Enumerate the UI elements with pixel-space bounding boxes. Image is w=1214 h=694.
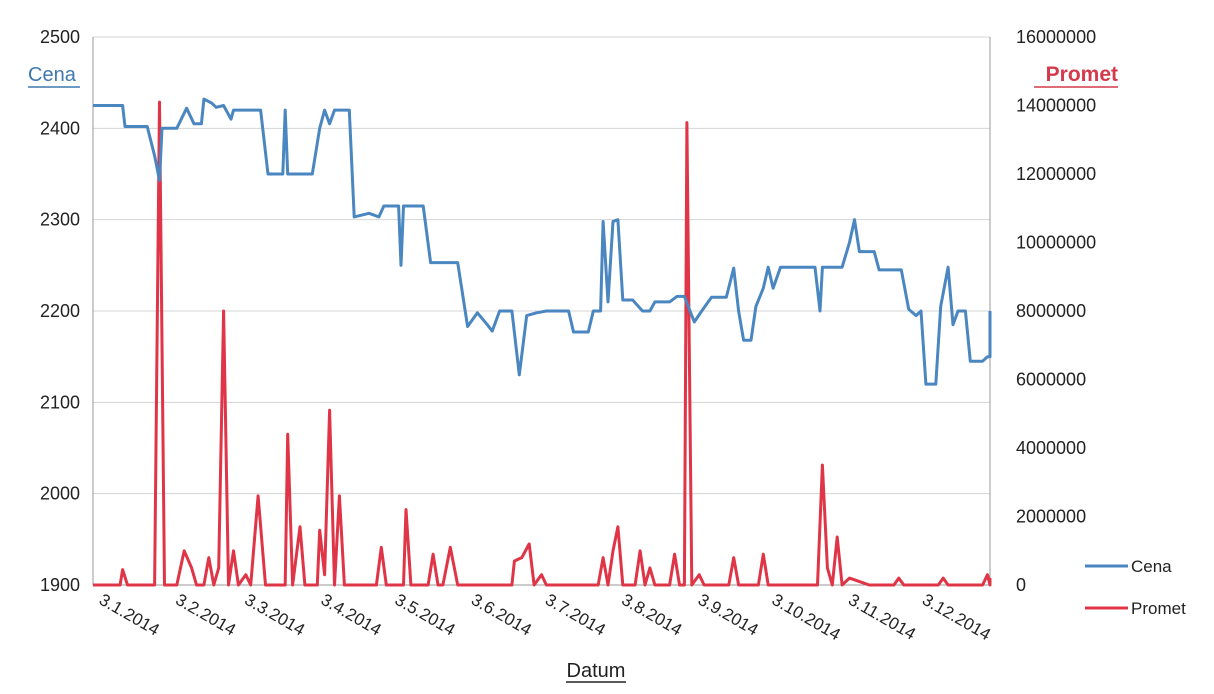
x-axis-title: Datum — [567, 660, 626, 682]
legend-label-cena: Cena — [1131, 557, 1172, 576]
left-tick-label: 2200 — [40, 301, 80, 321]
right-tick-label: 0 — [1016, 575, 1026, 595]
left-tick-label: 2300 — [40, 210, 80, 230]
left-tick-label: 2100 — [40, 392, 80, 412]
left-axis-title: Cena — [28, 64, 77, 86]
left-axis-ticks: 1900 2000 2100 2200 2300 2400 2500 — [40, 27, 80, 595]
series-layer — [93, 97, 992, 587]
right-tick-label: 10000000 — [1016, 233, 1096, 253]
legend-label-promet: Promet — [1131, 599, 1186, 618]
left-tick-label: 2400 — [40, 118, 80, 138]
series-line-cena — [93, 97, 992, 386]
right-axis-title: Promet — [1046, 63, 1118, 86]
gridlines — [93, 36, 990, 586]
right-tick-label: 4000000 — [1016, 438, 1086, 458]
right-axis-ticks: 0 2000000 4000000 6000000 8000000 10000000 120… — [1016, 27, 1096, 595]
left-tick-label: 2000 — [40, 484, 80, 504]
right-tick-label: 16000000 — [1016, 27, 1096, 47]
right-tick-label: 12000000 — [1016, 164, 1096, 184]
legend: Cena Promet — [1085, 557, 1186, 618]
right-tick-label: 2000000 — [1016, 507, 1086, 527]
right-tick-label: 6000000 — [1016, 370, 1086, 390]
series-line-promet — [93, 100, 992, 587]
left-tick-label: 2500 — [40, 27, 80, 47]
right-tick-label: 8000000 — [1016, 301, 1086, 321]
left-tick-label: 1900 — [40, 575, 80, 595]
right-tick-label: 14000000 — [1016, 96, 1096, 116]
